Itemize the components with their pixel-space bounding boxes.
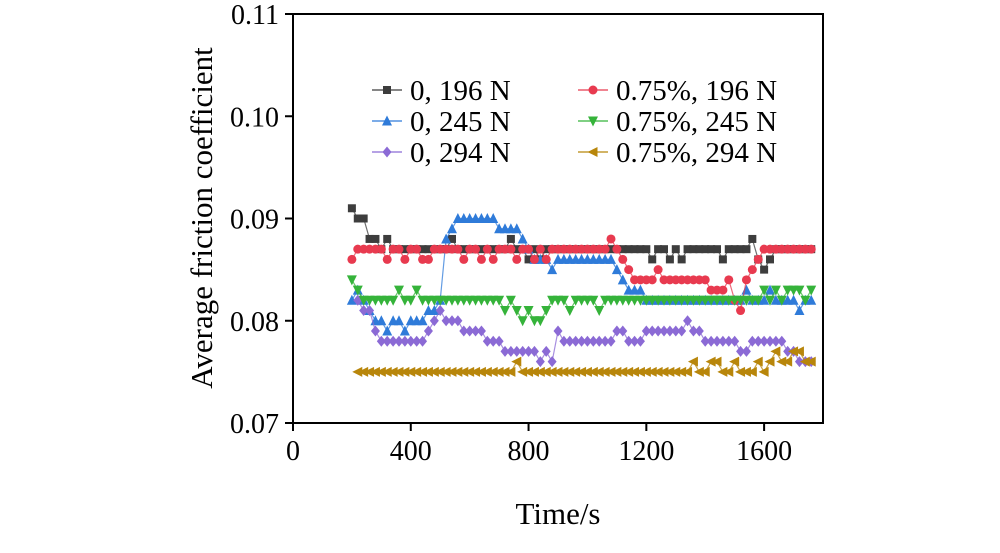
y-tick-label: 0.08 <box>230 307 279 338</box>
y-axis-title: Average friction coefficient <box>184 47 219 389</box>
legend-label: 0, 294 N <box>410 137 511 169</box>
legend-label: 0, 196 N <box>410 75 511 107</box>
y-tick-label: 0.11 <box>231 0 279 31</box>
x-tick-label: 1600 <box>736 436 792 467</box>
series-0-245-n <box>346 213 817 336</box>
series-0-75-245-n <box>346 275 817 327</box>
y-tick-label: 0.07 <box>230 409 279 440</box>
legend-entry: 0.75%, 245 N <box>578 106 777 138</box>
x-axis-ticks: 0 400 800 1200 1600 <box>286 423 792 467</box>
x-axis-title: Time/s <box>515 496 601 531</box>
x-tick-label: 1200 <box>618 436 674 467</box>
x-tick-label: 400 <box>390 436 432 467</box>
y-tick-label: 0.09 <box>230 205 279 236</box>
legend: 0, 196 N0, 245 N0, 294 N0.75%, 196 N0.75… <box>372 75 777 169</box>
series-0-75-294-n <box>352 346 816 377</box>
legend-entry: 0, 294 N <box>372 137 511 169</box>
y-axis-ticks: 0.07 0.08 0.09 0.10 0.11 <box>230 0 293 440</box>
legend-label: 0, 245 N <box>410 106 511 138</box>
legend-label: 0.75%, 294 N <box>616 137 777 169</box>
legend-entry: 0, 196 N <box>372 75 511 107</box>
x-tick-label: 800 <box>508 436 550 467</box>
legend-label: 0.75%, 245 N <box>616 106 777 138</box>
y-tick-label: 0.10 <box>230 102 279 133</box>
legend-entry: 0.75%, 196 N <box>578 75 777 107</box>
legend-entry: 0.75%, 294 N <box>578 137 777 169</box>
legend-label: 0.75%, 196 N <box>616 75 777 107</box>
x-tick-label: 0 <box>286 436 300 467</box>
series-0-294-n <box>353 294 816 368</box>
legend-entry: 0, 245 N <box>372 106 511 138</box>
